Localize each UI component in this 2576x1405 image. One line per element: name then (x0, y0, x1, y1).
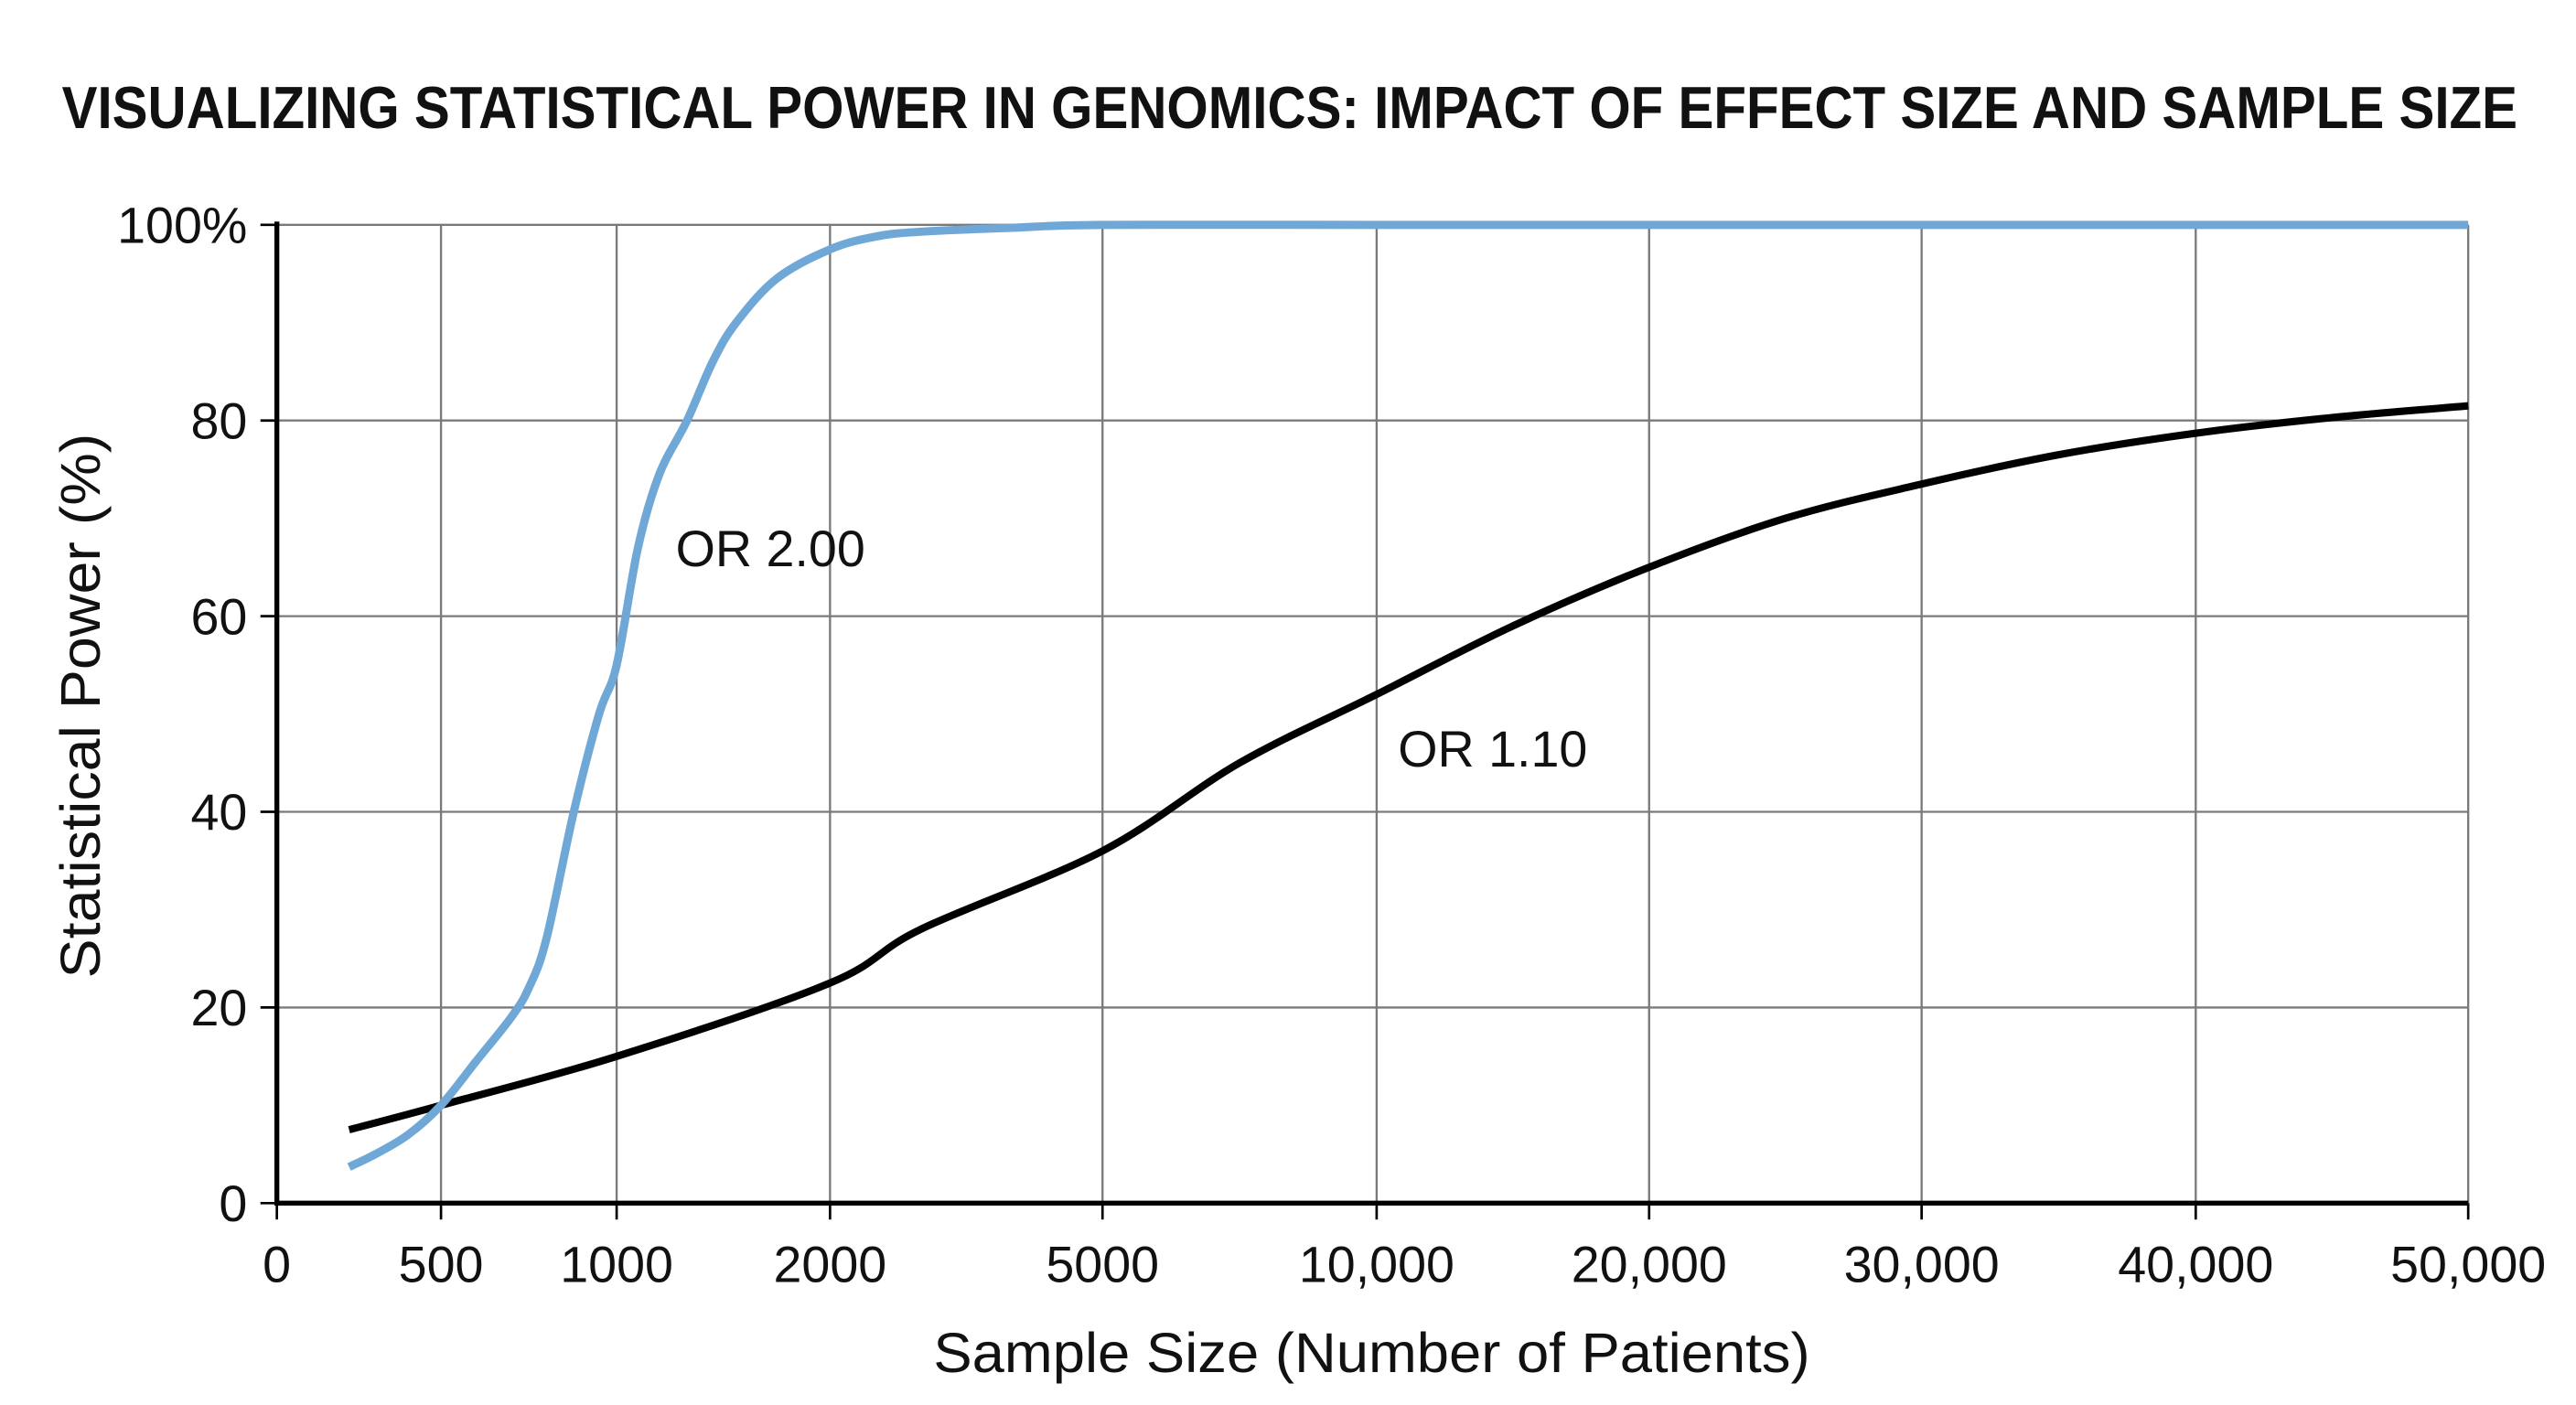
x-tick-label: 2000 (774, 1236, 887, 1292)
x-tick-label: 500 (399, 1236, 484, 1292)
x-tick-label: 0 (263, 1236, 291, 1292)
y-tick-label: 20 (190, 980, 247, 1036)
y-tick-label: 40 (190, 784, 247, 841)
series-group (347, 220, 2469, 1171)
y-axis-label: Statistical Power (%) (49, 434, 112, 979)
series-label-or-2: OR 2.00 (676, 520, 865, 577)
x-axis-label: Sample Size (Number of Patients) (933, 1322, 1809, 1384)
x-tick-label: 5000 (1046, 1236, 1159, 1292)
series-line-or-2 (347, 220, 2469, 1171)
x-tick-label: 50,000 (2390, 1236, 2546, 1292)
x-tick-label: 30,000 (1844, 1236, 2000, 1292)
series-line-or-1-1 (348, 402, 2469, 1133)
x-tick-label: 1000 (560, 1236, 673, 1292)
x-tick-label: 40,000 (2118, 1236, 2273, 1292)
chart-title: VISUALIZING STATISTICAL POWER IN GENOMIC… (62, 75, 2517, 141)
x-tick-label: 10,000 (1299, 1236, 1454, 1292)
y-tick-label: 0 (219, 1175, 247, 1232)
series-label-or-1-1: OR 1.10 (1398, 721, 1587, 778)
y-tick-label: 60 (190, 588, 247, 645)
y-tick-label: 80 (190, 392, 247, 449)
x-tick-label: 20,000 (1572, 1236, 1727, 1292)
y-tick-label: 100% (117, 198, 247, 254)
axes: 0 500 1000 2000 5000 10,000 20,000 30,000 40,000… (117, 198, 2546, 1293)
